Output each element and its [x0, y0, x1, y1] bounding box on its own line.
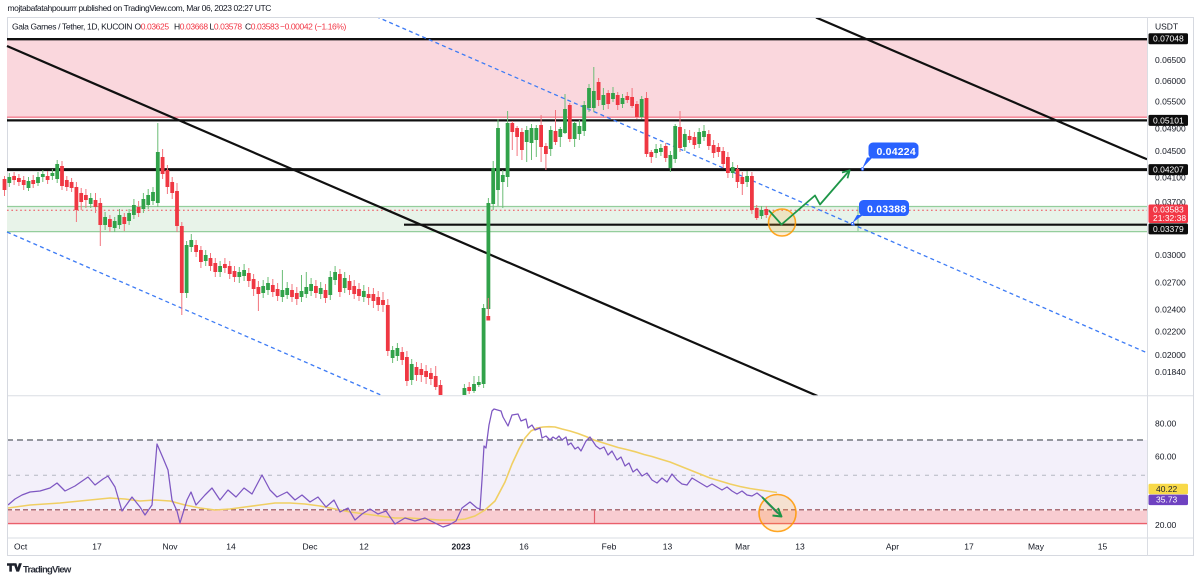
svg-text:0.02700: 0.02700	[1155, 278, 1186, 288]
svg-text:0.04224: 0.04224	[877, 146, 916, 158]
svg-text:0.05101: 0.05101	[1153, 115, 1184, 125]
svg-text:Gala Games / Tether, 1D, KUCOI: Gala Games / Tether, 1D, KUCOIN	[12, 22, 132, 32]
svg-text:13: 13	[795, 542, 805, 552]
svg-text:21:32:38: 21:32:38	[1153, 213, 1186, 223]
svg-text:C0.03583: C0.03583	[245, 22, 279, 32]
svg-text:16: 16	[519, 542, 529, 552]
svg-text:0.04900: 0.04900	[1155, 124, 1186, 134]
svg-text:TradingView: TradingView	[23, 565, 72, 576]
svg-text:35.73: 35.73	[1156, 495, 1178, 505]
svg-text:17: 17	[92, 542, 102, 552]
svg-text:60.00: 60.00	[1155, 452, 1177, 462]
svg-text:0.03583: 0.03583	[1153, 204, 1184, 214]
svg-text:USDT: USDT	[1155, 22, 1178, 32]
svg-text:0.05500: 0.05500	[1155, 97, 1186, 107]
svg-text:2023: 2023	[452, 542, 471, 552]
svg-text:80.00: 80.00	[1155, 419, 1177, 429]
svg-text:−0.00042 (−1.16%): −0.00042 (−1.16%)	[280, 22, 347, 32]
svg-text:Nov: Nov	[162, 542, 178, 552]
svg-text:40.22: 40.22	[1156, 484, 1178, 494]
svg-text:Oct: Oct	[14, 542, 28, 552]
svg-text:12: 12	[359, 542, 369, 552]
svg-text:15: 15	[1098, 542, 1108, 552]
svg-text:0.01840: 0.01840	[1155, 367, 1186, 377]
svg-text:0.03388: 0.03388	[867, 203, 906, 215]
svg-text:0.04500: 0.04500	[1155, 146, 1186, 156]
svg-text:L0.03578: L0.03578	[210, 22, 243, 32]
svg-text:Feb: Feb	[602, 542, 617, 552]
svg-text:0.04207: 0.04207	[1153, 165, 1184, 175]
svg-text:0.03700: 0.03700	[1155, 197, 1186, 207]
svg-text:0.07048: 0.07048	[1153, 34, 1184, 44]
svg-text:0.02000: 0.02000	[1155, 350, 1186, 360]
svg-text:13: 13	[663, 542, 673, 552]
svg-text:20.00: 20.00	[1155, 520, 1177, 530]
svg-text:0.03379: 0.03379	[1153, 224, 1184, 234]
svg-text:Dec: Dec	[302, 542, 318, 552]
svg-text:Mar: Mar	[735, 542, 750, 552]
svg-text:Apr: Apr	[886, 542, 899, 552]
svg-text:May: May	[1028, 542, 1045, 552]
svg-text:0.02200: 0.02200	[1155, 327, 1186, 337]
svg-text:14: 14	[226, 542, 236, 552]
svg-text:mojtabafatahpouurrr published: mojtabafatahpouurrr published on Trading…	[8, 3, 272, 13]
svg-text:17: 17	[964, 542, 974, 552]
svg-text:0.02400: 0.02400	[1155, 305, 1186, 315]
svg-text:0.03000: 0.03000	[1155, 250, 1186, 260]
svg-text:0.06000: 0.06000	[1155, 76, 1186, 86]
svg-text:0.06500: 0.06500	[1155, 55, 1186, 65]
svg-text:0.04100: 0.04100	[1155, 173, 1186, 183]
svg-text:H0.03668: H0.03668	[174, 22, 208, 32]
svg-text:O0.03625: O0.03625	[135, 22, 170, 32]
